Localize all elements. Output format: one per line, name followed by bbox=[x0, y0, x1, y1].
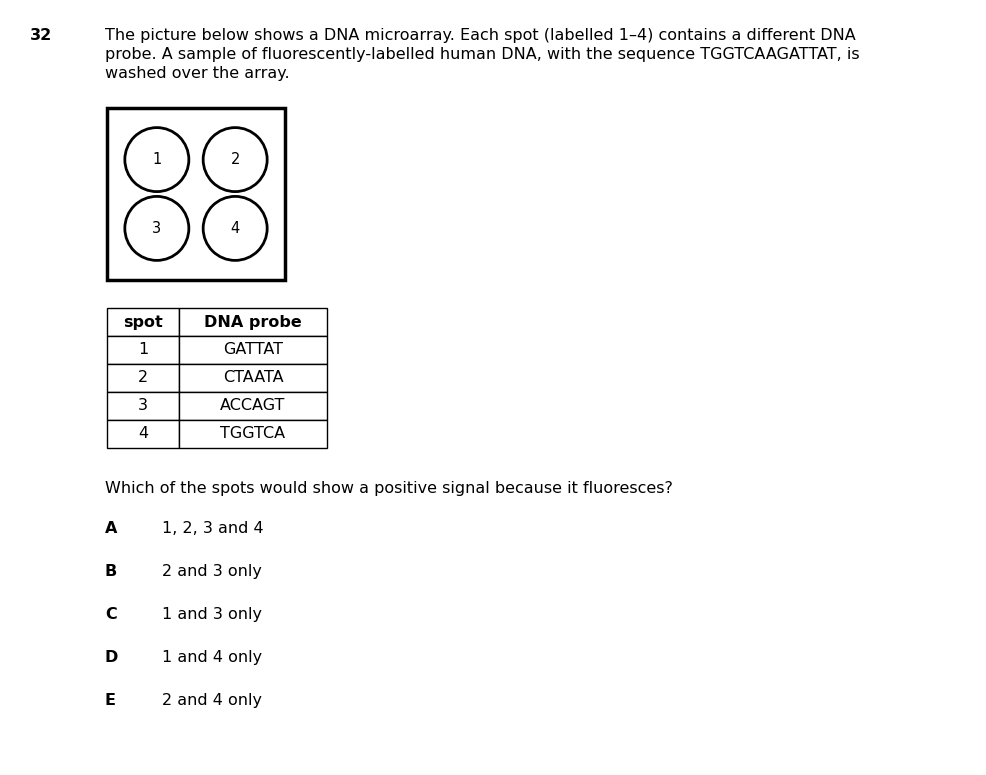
Text: 2 and 3 only: 2 and 3 only bbox=[162, 564, 262, 579]
Text: CTAATA: CTAATA bbox=[223, 370, 283, 385]
Bar bbox=[107, 364, 179, 392]
Bar bbox=[179, 420, 327, 448]
Text: 1: 1 bbox=[138, 343, 148, 357]
Text: DNA probe: DNA probe bbox=[204, 315, 302, 329]
Circle shape bbox=[125, 128, 189, 191]
Bar bbox=[179, 308, 327, 336]
Bar bbox=[179, 364, 327, 392]
Text: 1, 2, 3 and 4: 1, 2, 3 and 4 bbox=[162, 521, 263, 536]
Text: spot: spot bbox=[123, 315, 163, 329]
Text: E: E bbox=[105, 693, 116, 708]
Text: TGGTCA: TGGTCA bbox=[221, 426, 286, 442]
Text: 4: 4 bbox=[231, 221, 240, 236]
Text: The picture below shows a DNA microarray. Each spot (labelled 1–4) contains a di: The picture below shows a DNA microarray… bbox=[105, 28, 856, 43]
Text: GATTAT: GATTAT bbox=[223, 343, 283, 357]
Circle shape bbox=[203, 128, 267, 191]
Text: 2: 2 bbox=[231, 152, 240, 167]
Text: 3: 3 bbox=[152, 221, 162, 236]
Bar bbox=[179, 336, 327, 364]
Text: 1 and 4 only: 1 and 4 only bbox=[162, 650, 262, 665]
Text: B: B bbox=[105, 564, 117, 579]
Text: 1 and 3 only: 1 and 3 only bbox=[162, 607, 262, 622]
Text: 3: 3 bbox=[138, 398, 148, 414]
Text: D: D bbox=[105, 650, 118, 665]
Circle shape bbox=[203, 196, 267, 260]
Text: 4: 4 bbox=[138, 426, 148, 442]
Text: 2 and 4 only: 2 and 4 only bbox=[162, 693, 262, 708]
Bar bbox=[179, 392, 327, 420]
Circle shape bbox=[125, 196, 189, 260]
Bar bbox=[107, 392, 179, 420]
Bar bbox=[107, 108, 285, 280]
Text: C: C bbox=[105, 607, 116, 622]
Bar bbox=[107, 420, 179, 448]
Text: probe. A sample of fluorescently-labelled human DNA, with the sequence TGGTCAAGA: probe. A sample of fluorescently-labelle… bbox=[105, 47, 860, 62]
Bar bbox=[107, 308, 179, 336]
Text: A: A bbox=[105, 521, 117, 536]
Bar bbox=[107, 336, 179, 364]
Text: washed over the array.: washed over the array. bbox=[105, 66, 290, 81]
Text: ACCAGT: ACCAGT bbox=[220, 398, 286, 414]
Text: 2: 2 bbox=[138, 370, 148, 385]
Text: 1: 1 bbox=[152, 152, 162, 167]
Text: Which of the spots would show a positive signal because it fluoresces?: Which of the spots would show a positive… bbox=[105, 481, 672, 496]
Text: 32: 32 bbox=[30, 28, 52, 43]
